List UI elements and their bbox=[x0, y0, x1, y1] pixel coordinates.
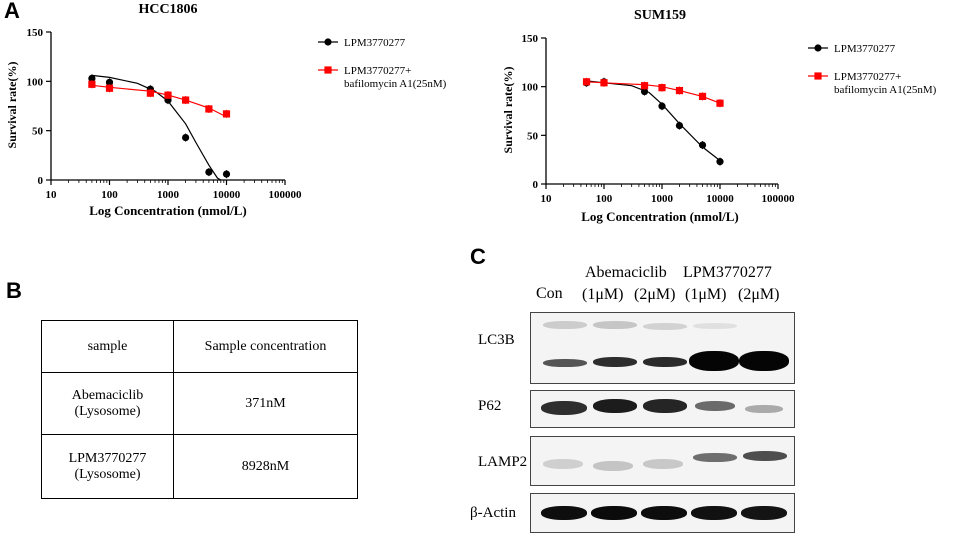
row-label-beta-actin: β-Actin bbox=[470, 505, 516, 521]
data-point bbox=[182, 96, 190, 104]
legend-marker bbox=[324, 38, 332, 46]
chart-title: SUM159 bbox=[634, 8, 686, 23]
table-cell-sample: Abemaciclib (Lysosome) bbox=[41, 372, 174, 435]
sample-concentration-table: sample Sample concentration Abemaciclib … bbox=[41, 320, 358, 499]
legend-marker bbox=[814, 44, 822, 52]
legend-marker bbox=[814, 72, 822, 80]
fit-curve bbox=[91, 74, 222, 181]
x-axis-label: Log Concentration (nmol/L) bbox=[581, 209, 738, 224]
lane-dose-1: (1μM) bbox=[582, 286, 624, 303]
x-tick-label: 100000 bbox=[269, 189, 303, 201]
x-tick-label: 100 bbox=[101, 189, 118, 201]
row-label-lamp2: LAMP2 bbox=[478, 454, 528, 470]
y-tick-label: 150 bbox=[522, 33, 539, 45]
x-tick-label: 10 bbox=[541, 193, 553, 205]
x-tick-label: 100000 bbox=[762, 193, 796, 205]
data-point bbox=[698, 92, 707, 100]
x-tick-label: 100 bbox=[596, 193, 613, 205]
row-label-p62: P62 bbox=[478, 398, 502, 414]
table-cell-sample: LPM3770277 (Lysosome) bbox=[41, 434, 174, 499]
lane-dose-3: (1μM) bbox=[685, 286, 727, 303]
data-point bbox=[164, 91, 172, 99]
plot-area bbox=[88, 74, 231, 181]
data-point bbox=[716, 99, 724, 107]
data-point bbox=[105, 78, 114, 86]
hcc1806-survival-chart: HCC1806 Survival rate(%) Log Concentrati… bbox=[5, 2, 447, 218]
y-tick-label: 0 bbox=[38, 175, 44, 187]
data-point bbox=[88, 80, 96, 88]
panel-label-a: A bbox=[4, 0, 20, 23]
blot-beta-actin bbox=[530, 493, 795, 533]
legend-label: LPM3770277 bbox=[834, 43, 896, 55]
data-point bbox=[658, 102, 666, 110]
data-point bbox=[698, 141, 707, 149]
table-row: Abemaciclib (Lysosome) 371nM bbox=[41, 372, 358, 435]
data-point bbox=[205, 105, 213, 113]
blot-lamp2 bbox=[530, 436, 795, 486]
x-tick-label: 10 bbox=[46, 189, 58, 201]
data-point bbox=[675, 86, 684, 95]
data-point bbox=[146, 89, 154, 97]
table-header-concentration: Sample concentration bbox=[173, 320, 358, 373]
x-tick-label: 10000 bbox=[706, 193, 734, 205]
fit-curve bbox=[586, 80, 721, 162]
y-tick-label: 100 bbox=[522, 82, 539, 94]
blot-p62 bbox=[530, 390, 795, 428]
data-point bbox=[205, 168, 213, 176]
lane-dose-2: (2μM) bbox=[634, 286, 676, 303]
data-point bbox=[716, 158, 724, 166]
chart-title: HCC1806 bbox=[138, 2, 197, 17]
data-point bbox=[675, 122, 684, 130]
table-header-sample: sample bbox=[41, 320, 174, 373]
sample-name: Abemaciclib bbox=[71, 387, 144, 403]
table-header-row: sample Sample concentration bbox=[41, 320, 358, 373]
legend: LPM3770277 LPM3770277+ bafilomycin A1(25nM… bbox=[808, 43, 937, 96]
panel-label-b: B bbox=[6, 278, 22, 303]
lane-label-con: Con bbox=[536, 285, 563, 302]
legend: LPM3770277 LPM3770277+ bafilomycin A1(25nM… bbox=[318, 37, 447, 90]
y-tick-label: 50 bbox=[32, 126, 44, 138]
x-axis-label: Log Concentration (nmol/L) bbox=[89, 203, 246, 218]
sum159-survival-chart: SUM159 Survival rate(%) Log Concentratio… bbox=[501, 8, 937, 224]
row-label-lc3b: LC3B bbox=[478, 332, 515, 348]
y-axis-label: Survival rate(%) bbox=[501, 67, 515, 154]
axes: 0 50 100 150 10 100 1000 10000 100000 bbox=[522, 33, 796, 205]
data-point bbox=[88, 74, 96, 82]
y-tick-label: 150 bbox=[27, 27, 44, 39]
x-tick-label: 1000 bbox=[651, 193, 674, 205]
plot-area bbox=[582, 77, 724, 166]
data-point bbox=[222, 110, 231, 118]
data-point bbox=[658, 84, 666, 92]
sample-location: (Lysosome) bbox=[74, 403, 141, 419]
sample-name: LPM3770277 bbox=[68, 450, 147, 466]
x-tick-label: 1000 bbox=[157, 189, 180, 201]
y-axis-label: Survival rate(%) bbox=[5, 62, 19, 149]
y-tick-label: 0 bbox=[533, 179, 539, 191]
y-tick-label: 100 bbox=[27, 76, 44, 88]
data-point bbox=[222, 170, 231, 178]
table-cell-concentration: 371nM bbox=[173, 372, 358, 435]
axes: 0 50 100 150 10 100 1000 10000 100000 bbox=[27, 27, 303, 201]
data-point bbox=[640, 87, 649, 96]
table-cell-concentration: 8928nM bbox=[173, 434, 358, 499]
blot-lc3b bbox=[530, 312, 795, 384]
data-point bbox=[640, 82, 649, 90]
data-point bbox=[600, 79, 608, 87]
y-tick-label: 50 bbox=[527, 130, 539, 142]
lane-dose-4: (2μM) bbox=[738, 286, 780, 303]
table-row: LPM3770277 (Lysosome) 8928nM bbox=[41, 434, 358, 499]
legend-marker bbox=[324, 66, 332, 74]
lane-label-lpm3770277: LPM3770277 bbox=[683, 264, 772, 281]
data-point bbox=[182, 133, 190, 142]
legend-label: LPM3770277 bbox=[344, 37, 406, 49]
panel-label-c: C bbox=[470, 244, 486, 269]
lane-label-abemaciclib: Abemaciclib bbox=[585, 264, 667, 281]
data-point bbox=[105, 84, 114, 92]
x-tick-label: 10000 bbox=[213, 189, 241, 201]
sample-location: (Lysosome) bbox=[74, 466, 141, 482]
legend-label: LPM3770277+ bafilomycin A1(25nM) bbox=[834, 71, 937, 96]
data-point bbox=[582, 78, 591, 86]
legend-label: LPM3770277+ bafilomycin A1(25nM) bbox=[344, 65, 447, 90]
